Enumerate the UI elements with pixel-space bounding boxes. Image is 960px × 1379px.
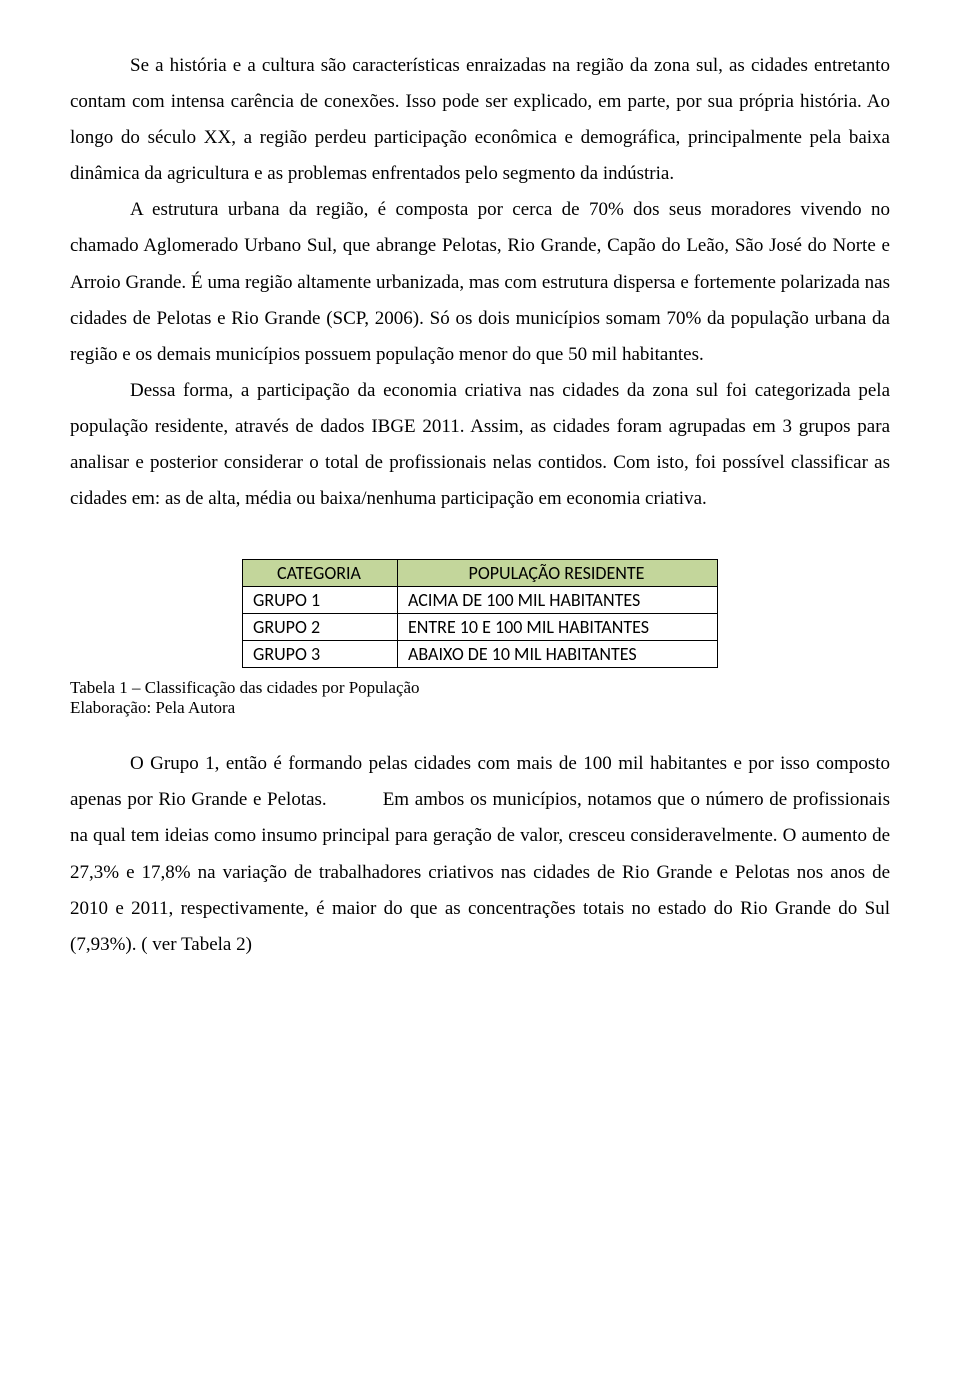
- body-paragraph-4: O Grupo 1, então é formando pelas cidade…: [70, 746, 890, 963]
- table-wrapper: CATEGORIA POPULAÇÃO RESIDENTE GRUPO 1 AC…: [70, 559, 890, 668]
- table-cell: GRUPO 2: [243, 614, 398, 641]
- table-header-populacao: POPULAÇÃO RESIDENTE: [398, 560, 718, 587]
- table-cell: GRUPO 3: [243, 641, 398, 668]
- table-header-categoria: CATEGORIA: [243, 560, 398, 587]
- p4-part-b: Em ambos os municípios, notamos que o nú…: [70, 789, 890, 954]
- body-paragraph-2: A estrutura urbana da região, é composta…: [70, 192, 890, 372]
- body-paragraph-3: Dessa forma, a participação da economia …: [70, 373, 890, 517]
- table-cell: ACIMA DE 100 MIL HABITANTES: [398, 587, 718, 614]
- table-cell: ABAIXO DE 10 MIL HABITANTES: [398, 641, 718, 668]
- table-caption-author: Elaboração: Pela Autora: [70, 698, 890, 718]
- table-cell: ENTRE 10 E 100 MIL HABITANTES: [398, 614, 718, 641]
- table-header-row: CATEGORIA POPULAÇÃO RESIDENTE: [243, 560, 718, 587]
- table-row: GRUPO 1 ACIMA DE 100 MIL HABITANTES: [243, 587, 718, 614]
- table-row: GRUPO 2 ENTRE 10 E 100 MIL HABITANTES: [243, 614, 718, 641]
- table-caption: Tabela 1 – Classificação das cidades por…: [70, 678, 890, 698]
- body-paragraph-1: Se a história e a cultura são caracterís…: [70, 48, 890, 192]
- category-table: CATEGORIA POPULAÇÃO RESIDENTE GRUPO 1 AC…: [242, 559, 718, 668]
- table-cell: GRUPO 1: [243, 587, 398, 614]
- table-row: GRUPO 3 ABAIXO DE 10 MIL HABITANTES: [243, 641, 718, 668]
